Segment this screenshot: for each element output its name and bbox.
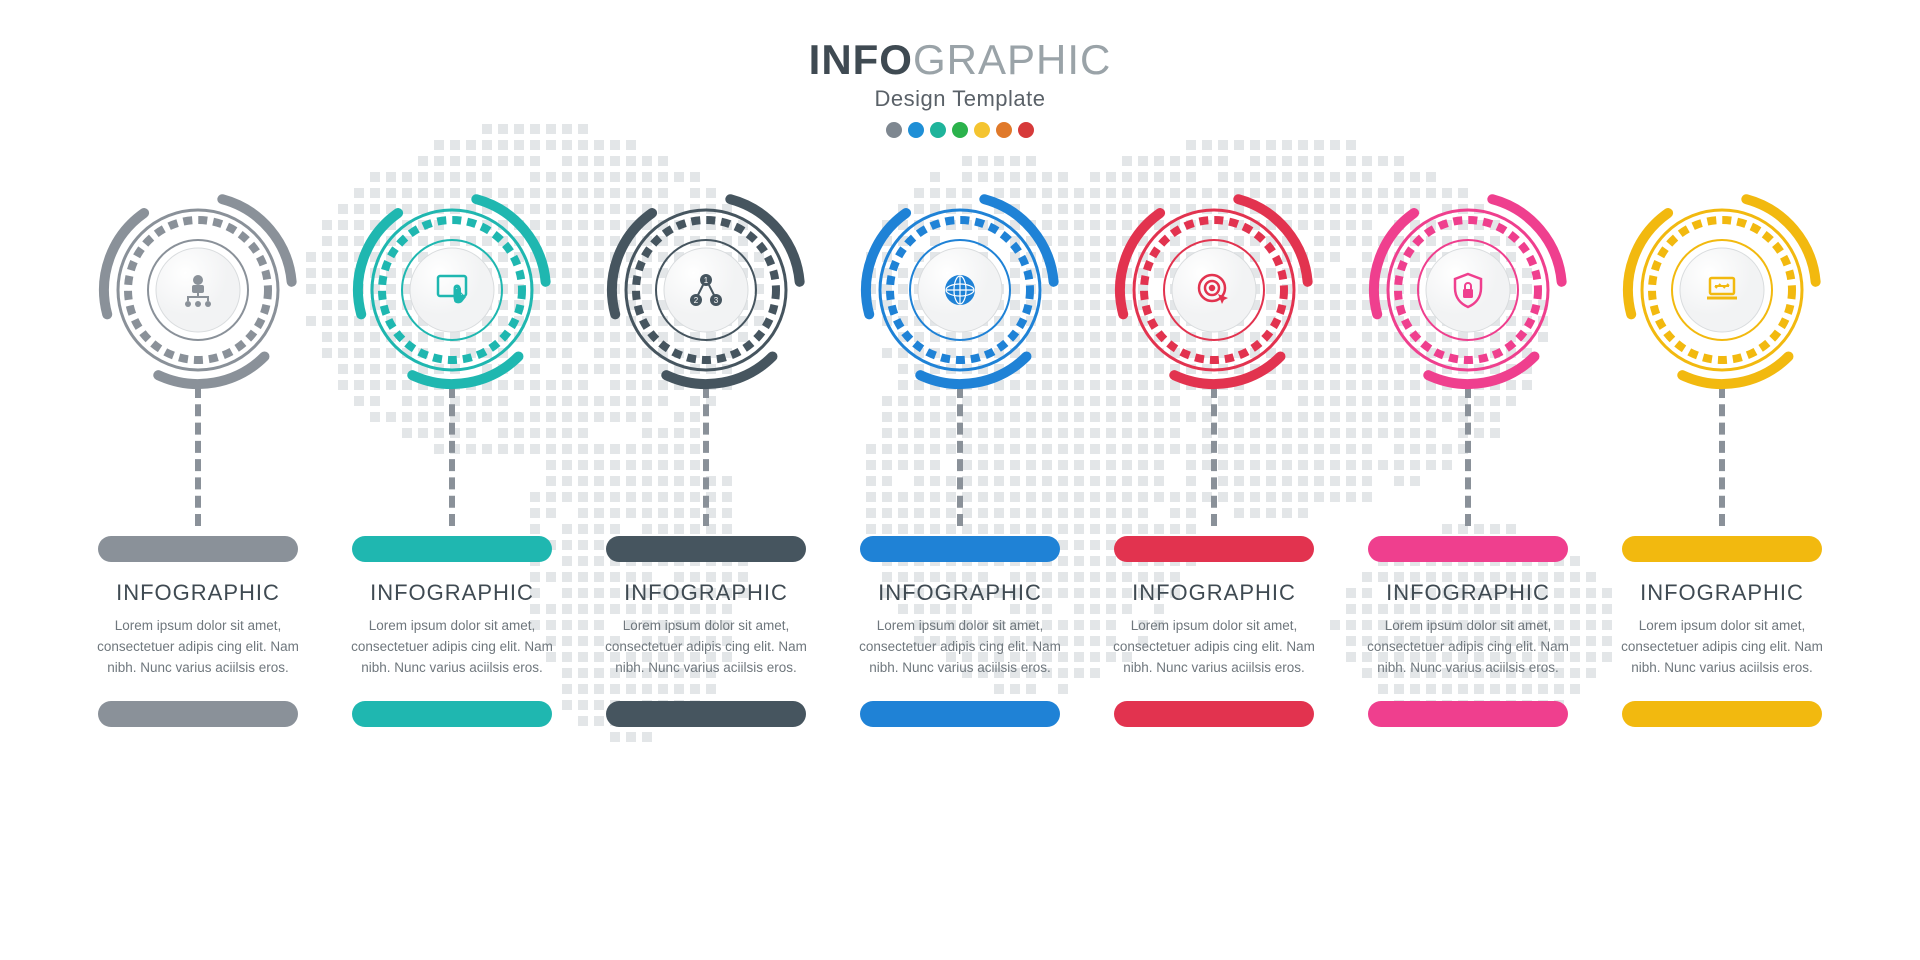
step-title: INFOGRAPHIC bbox=[624, 580, 788, 606]
connector-line bbox=[1719, 386, 1725, 526]
title-suffix: GRAPHIC bbox=[913, 36, 1111, 83]
step-title: INFOGRAPHIC bbox=[370, 580, 534, 606]
step-1: INFOGRAPHIC Lorem ipsum dolor sit amet, c… bbox=[88, 190, 308, 727]
target-click-icon bbox=[1179, 255, 1249, 325]
title-prefix: INFO bbox=[809, 36, 913, 83]
step-6: INFOGRAPHIC Lorem ipsum dolor sit amet, c… bbox=[1358, 190, 1578, 727]
step-bar-top bbox=[606, 536, 806, 562]
palette-dot bbox=[952, 122, 968, 138]
header: INFOGRAPHIC Design Template bbox=[0, 0, 1920, 138]
laptop-transfer-icon bbox=[1687, 255, 1757, 325]
step-bar-bottom bbox=[1368, 701, 1568, 727]
step-body: Lorem ipsum dolor sit amet, consectetuer… bbox=[1104, 616, 1324, 679]
step-body: Lorem ipsum dolor sit amet, consectetuer… bbox=[1612, 616, 1832, 679]
svg-text:2: 2 bbox=[694, 296, 699, 305]
step-bar-bottom bbox=[1622, 701, 1822, 727]
palette-dot bbox=[908, 122, 924, 138]
step-body: Lorem ipsum dolor sit amet, consectetuer… bbox=[596, 616, 816, 679]
svg-text:3: 3 bbox=[714, 296, 719, 305]
connector-line bbox=[195, 386, 201, 526]
step-7: INFOGRAPHIC Lorem ipsum dolor sit amet, c… bbox=[1612, 190, 1832, 727]
connector-line bbox=[957, 386, 963, 526]
step-title: INFOGRAPHIC bbox=[1132, 580, 1296, 606]
shield-lock-icon bbox=[1433, 255, 1503, 325]
touch-device-icon bbox=[417, 255, 487, 325]
step-bar-top bbox=[1622, 536, 1822, 562]
medallion bbox=[1114, 190, 1314, 390]
connector-line bbox=[1211, 386, 1217, 526]
org-chart-icon bbox=[163, 255, 233, 325]
step-bar-bottom bbox=[1114, 701, 1314, 727]
step-3: 1 2 3 INFOGRAPHIC Lorem ipsum dolor sit amet… bbox=[596, 190, 816, 727]
step-body: Lorem ipsum dolor sit amet, consectetuer… bbox=[88, 616, 308, 679]
step-bar-top bbox=[352, 536, 552, 562]
step-body: Lorem ipsum dolor sit amet, consectetuer… bbox=[342, 616, 562, 679]
svg-text:1: 1 bbox=[704, 276, 709, 285]
step-bar-bottom bbox=[98, 701, 298, 727]
medallion bbox=[860, 190, 1060, 390]
palette-dot bbox=[886, 122, 902, 138]
medallion: 1 2 3 bbox=[606, 190, 806, 390]
medallion bbox=[98, 190, 298, 390]
palette-dot bbox=[930, 122, 946, 138]
connector-line bbox=[1465, 386, 1471, 526]
infographic-canvas: INFOGRAPHIC Design Template INFOGRAPHIC L… bbox=[0, 0, 1920, 960]
step-2: INFOGRAPHIC Lorem ipsum dolor sit amet, c… bbox=[342, 190, 562, 727]
step-bar-bottom bbox=[352, 701, 552, 727]
palette-dots bbox=[0, 122, 1920, 138]
step-bar-top bbox=[1114, 536, 1314, 562]
step-title: INFOGRAPHIC bbox=[1640, 580, 1804, 606]
step-body: Lorem ipsum dolor sit amet, consectetuer… bbox=[850, 616, 1070, 679]
main-title: INFOGRAPHIC bbox=[0, 36, 1920, 84]
connector-line bbox=[703, 386, 709, 526]
step-bar-top bbox=[98, 536, 298, 562]
palette-dot bbox=[974, 122, 990, 138]
subtitle: Design Template bbox=[0, 86, 1920, 112]
palette-dot bbox=[1018, 122, 1034, 138]
step-bar-top bbox=[1368, 536, 1568, 562]
globe-icon bbox=[925, 255, 995, 325]
step-bar-bottom bbox=[606, 701, 806, 727]
step-4: INFOGRAPHIC Lorem ipsum dolor sit amet, c… bbox=[850, 190, 1070, 727]
connector-line bbox=[449, 386, 455, 526]
step-5: INFOGRAPHIC Lorem ipsum dolor sit amet, c… bbox=[1104, 190, 1324, 727]
step-title: INFOGRAPHIC bbox=[1386, 580, 1550, 606]
tree-nodes-icon: 1 2 3 bbox=[671, 255, 741, 325]
palette-dot bbox=[996, 122, 1012, 138]
steps-row: INFOGRAPHIC Lorem ipsum dolor sit amet, c… bbox=[0, 190, 1920, 727]
step-bar-bottom bbox=[860, 701, 1060, 727]
step-bar-top bbox=[860, 536, 1060, 562]
step-title: INFOGRAPHIC bbox=[878, 580, 1042, 606]
medallion bbox=[1622, 190, 1822, 390]
step-body: Lorem ipsum dolor sit amet, consectetuer… bbox=[1358, 616, 1578, 679]
medallion bbox=[352, 190, 552, 390]
step-title: INFOGRAPHIC bbox=[116, 580, 280, 606]
medallion bbox=[1368, 190, 1568, 390]
